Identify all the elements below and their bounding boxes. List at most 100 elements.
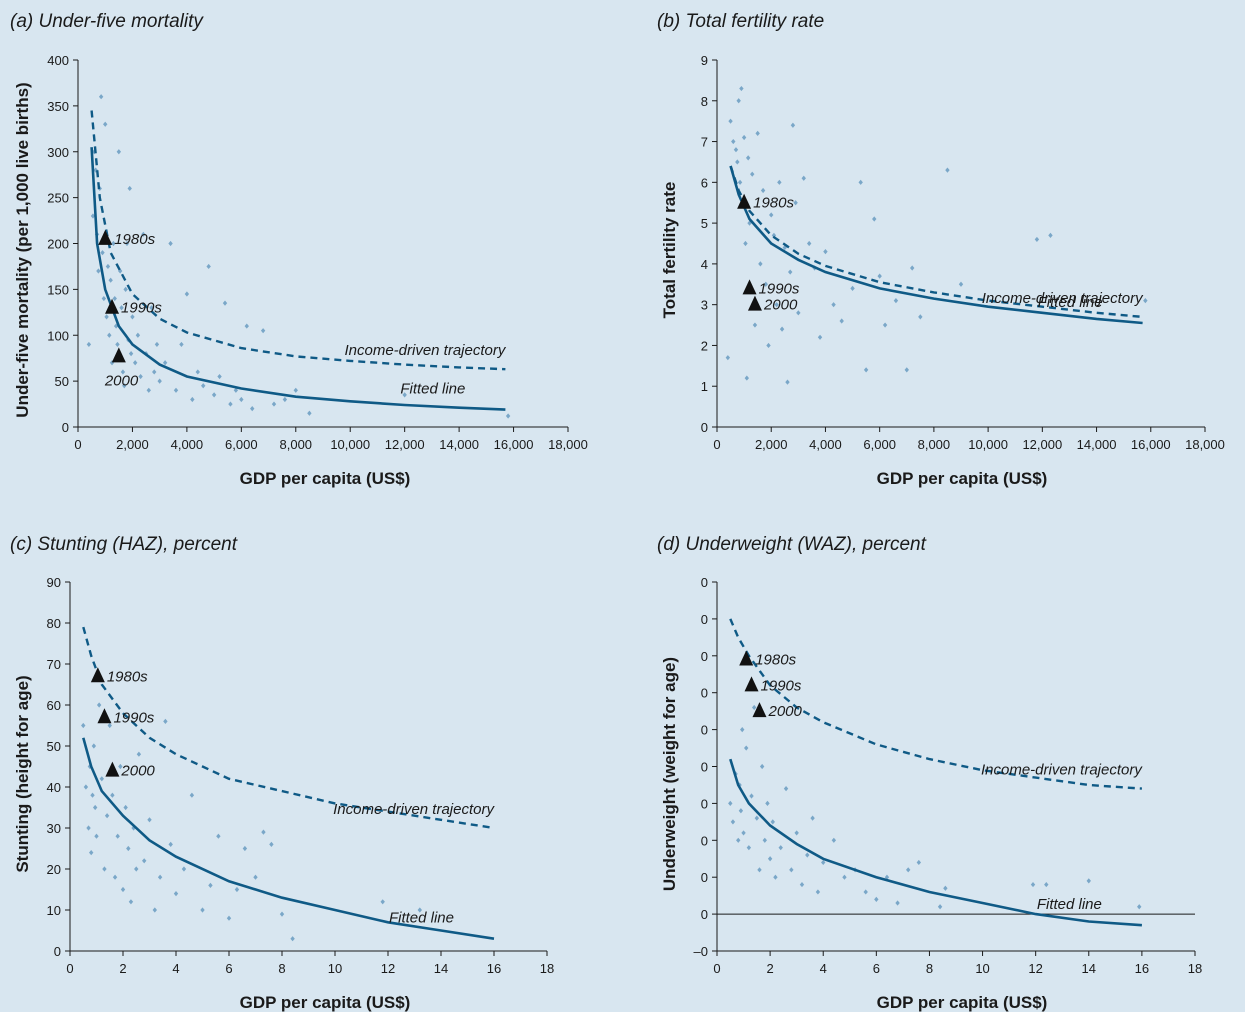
x-tick-label: 10	[975, 961, 989, 976]
scatter-point	[810, 815, 815, 821]
x-tick-label: 14	[434, 961, 448, 976]
y-axis-label: Under-five mortality (per 1,000 live bir…	[13, 82, 32, 417]
x-tick-label: 16,000	[1131, 437, 1171, 452]
scatter-point	[755, 130, 760, 136]
x-tick-label: 16	[1135, 961, 1149, 976]
chart-title: (b) Total fertility rate	[657, 11, 824, 32]
scatter-point	[937, 904, 943, 910]
marker-triangle	[744, 676, 759, 692]
y-tick-label: 4	[701, 257, 708, 272]
scatter-point	[758, 261, 763, 267]
marker-label: 2000	[767, 703, 802, 720]
income-trajectory-label: Income-driven trajectory	[333, 801, 495, 818]
scatter-point	[147, 817, 152, 823]
scatter-point	[111, 240, 116, 247]
scatter-point	[745, 155, 751, 161]
income-trajectory-label: Income-driven trajectory	[981, 762, 1143, 779]
scatter-point	[126, 845, 131, 852]
scatter-point	[790, 122, 796, 128]
scatter-point	[893, 297, 899, 304]
y-tick-label: 0	[701, 686, 708, 701]
y-tick-label: 70	[47, 657, 61, 672]
x-tick-label: 18,000	[548, 437, 588, 452]
scatter-point	[250, 406, 255, 412]
x-tick-label: 2	[119, 961, 126, 976]
fitted-line	[90, 147, 506, 411]
scatter-point	[123, 286, 128, 292]
scatter-point	[115, 833, 120, 839]
scatter-point	[108, 277, 113, 283]
x-tick-label: 2	[766, 961, 773, 976]
scatter-point	[119, 305, 124, 311]
scatter-point	[157, 874, 163, 880]
scatter-point	[173, 387, 179, 393]
scatter-point	[815, 889, 821, 895]
y-tick-label: 0	[701, 575, 708, 590]
y-tick-label: –0	[694, 944, 708, 959]
y-tick-label: 50	[47, 739, 61, 754]
marker-triangle	[747, 295, 762, 311]
fitted-line-label: Fitted line	[1037, 896, 1102, 913]
scatter-point	[163, 718, 168, 724]
chart-panel-3: (c) Stunting (HAZ), percent 0 2 4 6 8 10 12 14 16…	[10, 534, 554, 1012]
x-tick-label: 16	[487, 961, 501, 976]
scatter-point	[782, 244, 787, 251]
x-tick-label: 0	[713, 961, 720, 976]
scatter-point	[116, 149, 122, 155]
scatter-point	[154, 341, 160, 348]
scatter-point	[736, 837, 741, 843]
scatter-point	[104, 314, 109, 320]
scatter-point	[805, 852, 810, 858]
x-tick-label: 4	[172, 961, 179, 976]
y-tick-label: 200	[47, 237, 69, 252]
x-tick-label: 4,000	[809, 437, 842, 452]
scatter-point	[189, 792, 195, 798]
scatter-point	[863, 889, 868, 895]
scatter-point	[118, 763, 123, 770]
y-tick-label: 2	[701, 338, 708, 353]
scatter-point	[733, 147, 739, 153]
y-tick-label: 0	[701, 796, 708, 811]
x-axis-label: GDP per capita (US$)	[240, 469, 411, 488]
scatter-point	[1137, 904, 1142, 910]
scatter-point	[750, 171, 755, 177]
scatter-point	[138, 373, 143, 380]
marker-label: 2000	[763, 297, 798, 314]
x-tick-label: 8	[278, 961, 285, 976]
scatter-point	[206, 263, 211, 270]
y-tick-label: 20	[47, 862, 61, 877]
scatter-point	[1048, 232, 1053, 238]
scatter-point	[94, 833, 99, 839]
x-tick-label: 18	[540, 961, 554, 976]
y-tick-label: 7	[701, 135, 708, 150]
scatter-point	[90, 792, 95, 798]
scatter-point	[244, 323, 249, 329]
x-tick-label: 6	[225, 961, 232, 976]
scatter-point	[124, 240, 130, 247]
scatter-point	[128, 899, 134, 905]
x-tick-label: 8,000	[918, 437, 951, 452]
scatter-point	[759, 763, 765, 770]
scatter-point	[103, 121, 108, 127]
x-tick-label: 4,000	[171, 437, 204, 452]
scatter-point	[181, 866, 187, 872]
y-axis-label: Total fertility rate	[660, 182, 679, 319]
x-tick-label: 12,000	[1022, 437, 1062, 452]
scatter-point	[261, 829, 266, 835]
scatter-point	[779, 326, 785, 332]
y-tick-label: 300	[47, 145, 69, 160]
scatter-point	[796, 310, 801, 316]
scatter-point	[98, 94, 104, 100]
scatter-point	[107, 722, 112, 729]
y-tick-label: 8	[701, 94, 708, 109]
marker-triangle	[90, 667, 105, 683]
scatter-point	[783, 786, 789, 792]
scatter-point	[92, 804, 98, 811]
scatter-point	[109, 360, 115, 366]
scatter-point	[104, 813, 110, 819]
scatter-point	[1044, 881, 1049, 888]
marker-label: 1990s	[761, 677, 802, 694]
x-tick-label: 10	[328, 961, 342, 976]
y-tick-label: 60	[47, 698, 61, 713]
scatter-point	[817, 334, 823, 340]
